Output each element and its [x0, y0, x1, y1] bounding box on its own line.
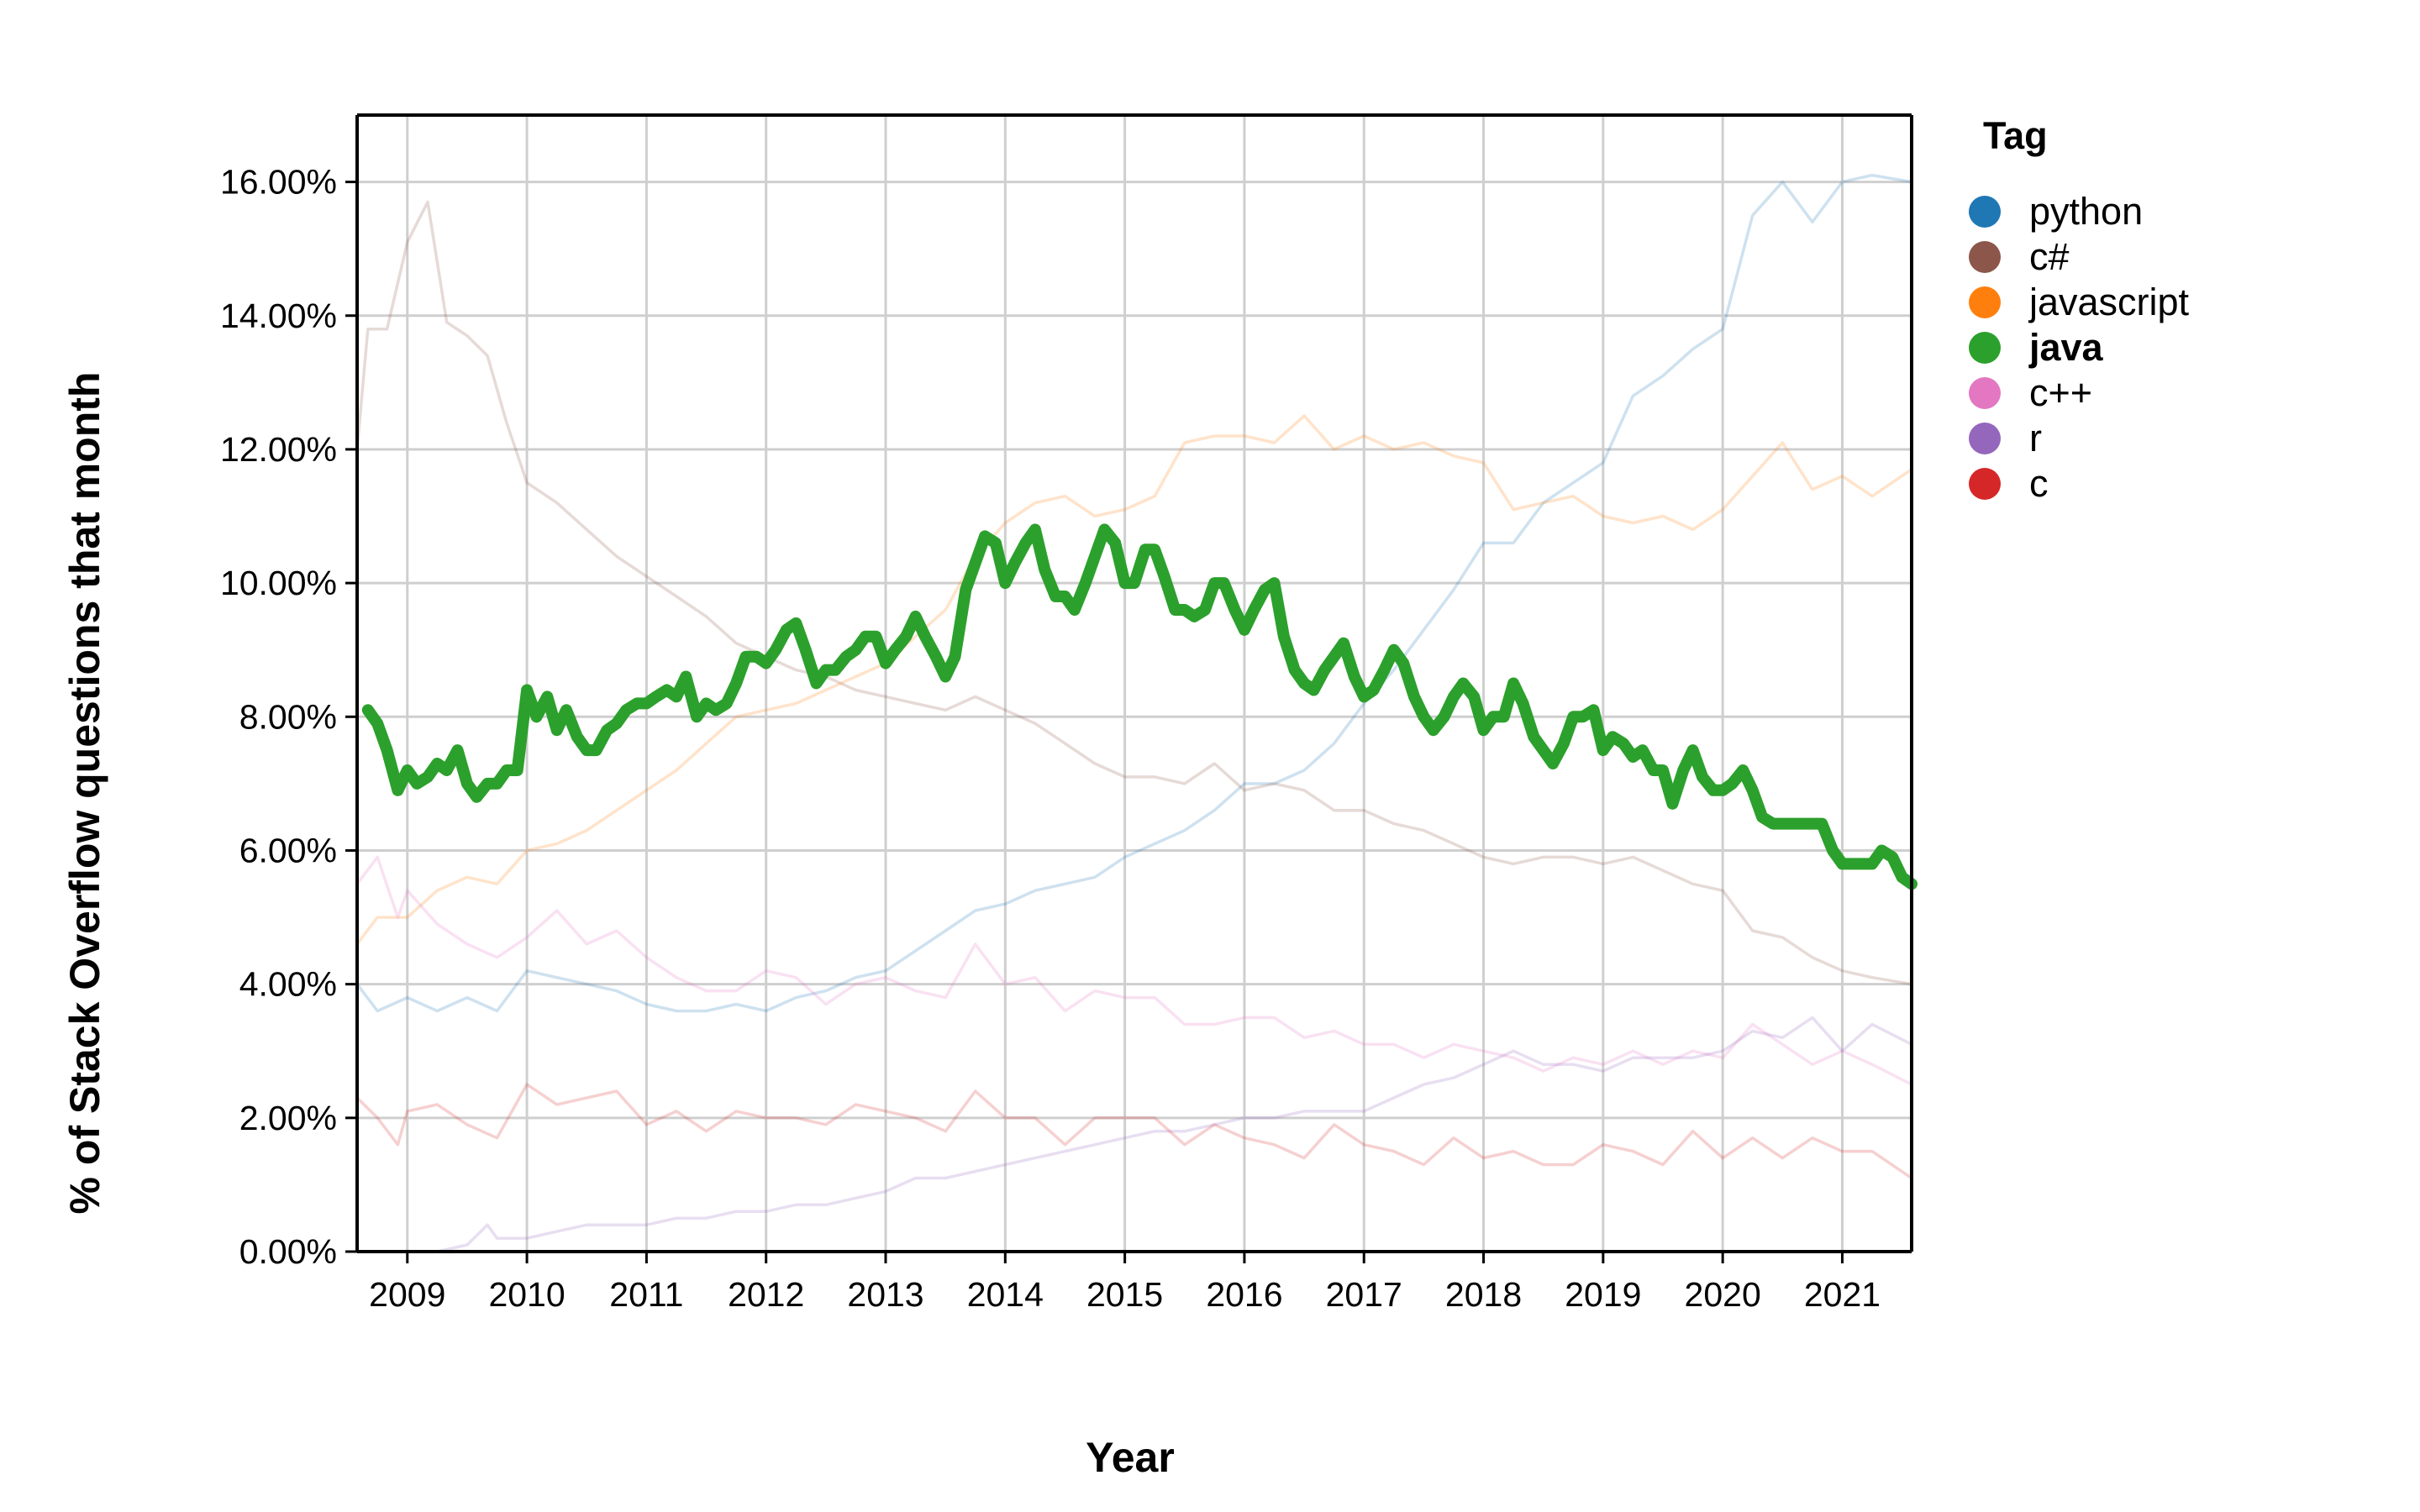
- y-tick-label: 4.00%: [239, 965, 337, 1004]
- y-tick-label: 10.00%: [220, 564, 337, 602]
- legend-marker-r: [1969, 423, 2001, 454]
- x-tick-label: 2020: [1685, 1275, 1761, 1314]
- y-tick-label: 2.00%: [239, 1099, 337, 1137]
- legend-label-c++: c++: [2029, 371, 2092, 414]
- legend-marker-javascript: [1969, 286, 2001, 318]
- y-tick-label: 12.00%: [220, 430, 337, 469]
- x-tick-label: 2021: [1804, 1275, 1881, 1314]
- faded-series-lines: [355, 173, 1912, 1253]
- legend-marker-c#: [1969, 241, 2001, 273]
- legend-label-c#: c#: [2029, 235, 2070, 278]
- series-line-python: [355, 173, 1912, 1013]
- legend-label-python: python: [2029, 190, 2143, 233]
- series-line-javascript: [355, 414, 1912, 945]
- x-tick-label: 2012: [728, 1275, 804, 1314]
- legend-marker-c: [1969, 468, 2001, 500]
- y-axis-title: % of Stack Overflow questions that month: [61, 372, 108, 1215]
- series-line-java: [361, 523, 1918, 890]
- x-tick-label: 2011: [609, 1275, 683, 1314]
- y-tick-label: 16.00%: [220, 163, 337, 202]
- legend-label-javascript: javascript: [2028, 281, 2190, 323]
- x-axis-title: Year: [1086, 1434, 1175, 1481]
- y-axis-ticks: 0.00% 2.00% 4.00% 6.00% 8.00% 10.00% 12.00% 14.…: [220, 163, 357, 1271]
- x-tick-label: 2013: [847, 1275, 923, 1314]
- legend-marker-c++: [1969, 377, 2001, 409]
- x-tick-label: 2017: [1326, 1275, 1402, 1314]
- x-tick-label: 2015: [1086, 1275, 1163, 1314]
- legend-title: Tag: [1983, 114, 2048, 157]
- x-tick-label: 2010: [488, 1275, 565, 1314]
- y-tick-label: 6.00%: [239, 831, 337, 869]
- series-line-r: [357, 1016, 1912, 1253]
- x-tick-label: 2016: [1206, 1275, 1282, 1314]
- x-axis-ticks: 2009 2010 2011 2012 2013 2014 2015 2016 2017 2018…: [369, 1252, 1881, 1314]
- series-line-c#: [355, 200, 1912, 986]
- y-tick-label: 14.00%: [220, 297, 337, 335]
- legend-label-java: java: [2028, 326, 2104, 369]
- highlighted-series-line: [361, 523, 1918, 890]
- x-tick-label: 2014: [967, 1275, 1044, 1314]
- series-line-c: [355, 1083, 1912, 1179]
- x-tick-label: 2009: [369, 1275, 445, 1314]
- legend-label-r: r: [2029, 417, 2042, 459]
- x-tick-label: 2018: [1445, 1275, 1522, 1314]
- grid: [357, 115, 1912, 1253]
- x-tick-label: 2019: [1565, 1275, 1641, 1314]
- y-tick-label: 8.00%: [239, 697, 337, 736]
- y-tick-label: 0.00%: [239, 1232, 337, 1271]
- legend-label-c: c: [2029, 462, 2049, 505]
- axes: [355, 113, 1913, 1253]
- legend-marker-python: [1969, 196, 2001, 228]
- legend-marker-java: [1969, 332, 2001, 364]
- series-line-c++: [355, 855, 1912, 1086]
